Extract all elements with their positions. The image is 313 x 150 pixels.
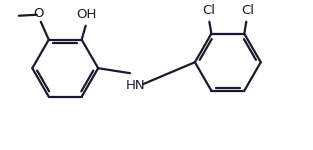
Text: Cl: Cl xyxy=(202,4,215,17)
Text: Cl: Cl xyxy=(241,4,254,17)
Text: HN: HN xyxy=(126,79,146,92)
Text: O: O xyxy=(33,7,44,20)
Text: OH: OH xyxy=(76,8,97,21)
